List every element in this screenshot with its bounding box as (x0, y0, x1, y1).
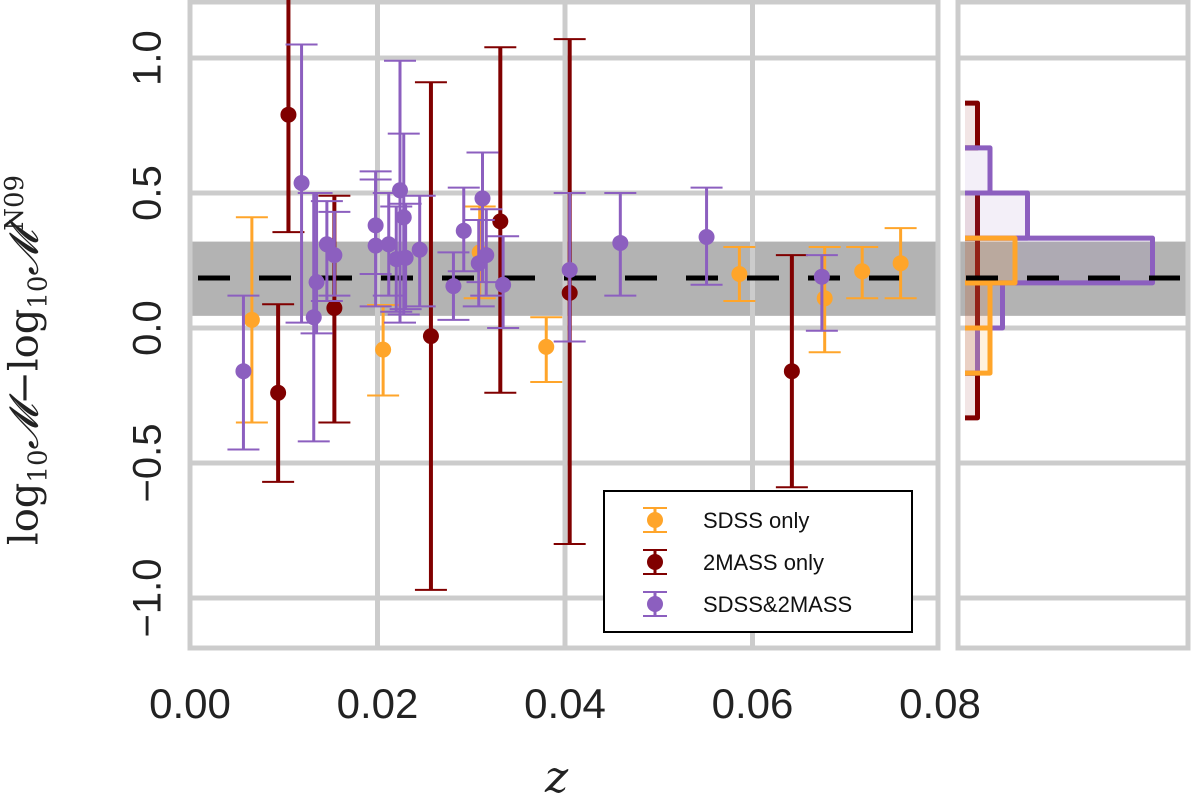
data-point (783, 363, 800, 380)
data-point (395, 209, 412, 226)
hist-bar-fill (965, 238, 1153, 283)
data-point (280, 106, 297, 123)
data-point (270, 384, 287, 401)
x-tick-label: 0.00 (149, 680, 231, 727)
hist-bar-fill (965, 373, 978, 418)
data-point (293, 175, 310, 192)
data-point (813, 268, 830, 285)
legend-marker-both (643, 591, 667, 617)
hist-bar-sdss-only (965, 235, 1018, 286)
hist-bar-fill (965, 193, 1028, 239)
x-tick-label: 0.04 (524, 680, 606, 727)
data-point (445, 278, 462, 295)
data-point (892, 255, 909, 272)
y-axis-label: log10𝓜−log10𝓜N09 (0, 174, 54, 546)
x-tick-label: 0.08 (899, 680, 981, 727)
hist-bar-fill (965, 282, 978, 328)
hist-bar-fill (965, 193, 978, 239)
data-point (305, 309, 322, 326)
legend-item-sdss: SDSS only (605, 500, 911, 540)
y-tick-label: 0.5 (126, 165, 170, 221)
x-tick-label: 0.02 (337, 680, 419, 727)
hist-bar-fill (965, 282, 1003, 328)
legend: SDSS only 2MASS only SDSS&2MASS (603, 490, 913, 633)
legend-marker-sdss (643, 507, 667, 533)
data-point (474, 190, 491, 207)
hist-border (955, 0, 1191, 651)
data-point (326, 247, 343, 264)
data-point (422, 328, 439, 345)
data-point (411, 241, 428, 258)
hist-bar-fill (965, 238, 1015, 283)
legend-item-2mass: 2MASS only (605, 542, 911, 582)
data-point (380, 236, 397, 253)
data-point (308, 274, 325, 291)
series-sdss-2mass (227, 43, 838, 451)
data-point (731, 266, 748, 282)
data-point (243, 311, 260, 328)
hist-bar-fill (965, 147, 990, 193)
hist-bar-fill (965, 328, 978, 374)
legend-marker-2mass (643, 549, 667, 575)
data-point (326, 300, 343, 317)
hist-bar-fill (965, 328, 990, 374)
data-point (478, 247, 495, 264)
hist-bar-fill (965, 328, 978, 374)
data-point (397, 249, 414, 266)
data-point (816, 290, 833, 307)
data-point (495, 276, 512, 293)
data-point (455, 222, 472, 239)
plot-border (187, 0, 941, 651)
data-point (375, 341, 392, 358)
y-tick-label: 1.0 (126, 30, 170, 86)
hist-bar-fill (965, 103, 978, 148)
hist-bar-fill (965, 238, 978, 283)
hist-bar-fill (965, 282, 990, 328)
data-point (854, 263, 871, 280)
data-point (235, 363, 252, 380)
data-point (367, 237, 384, 254)
x-tick-label: 0.06 (712, 680, 794, 727)
y-tick-label: 0.0 (126, 300, 170, 356)
data-point (698, 229, 715, 246)
data-point (492, 213, 509, 230)
hist-bar-sdss-2mass (965, 145, 993, 196)
data-point (538, 338, 555, 355)
hist-bar-sdss-2mass (965, 235, 1155, 286)
data-point (561, 261, 578, 278)
y-tick-label: −1.0 (126, 559, 170, 638)
data-point (612, 234, 629, 251)
legend-item-both: SDSS&2MASS (605, 584, 911, 624)
x-axis-label: z (545, 752, 569, 803)
y-tick-label: −0.5 (126, 424, 170, 503)
